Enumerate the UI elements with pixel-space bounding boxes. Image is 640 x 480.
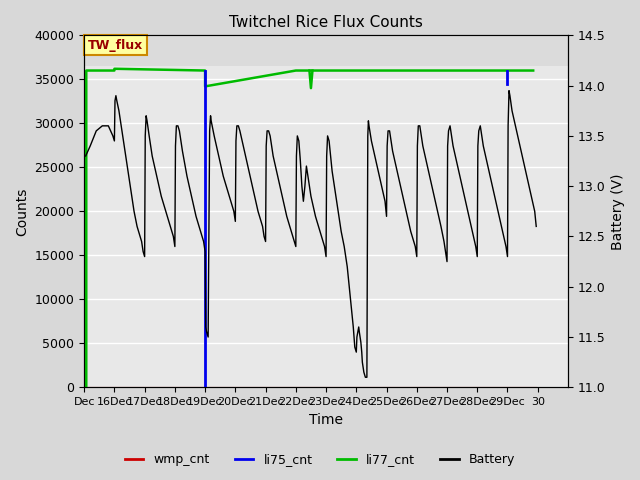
X-axis label: Time: Time [309, 413, 343, 427]
Y-axis label: Counts: Counts [15, 187, 29, 236]
Y-axis label: Battery (V): Battery (V) [611, 173, 625, 250]
Text: TW_flux: TW_flux [88, 38, 143, 51]
Title: Twitchel Rice Flux Counts: Twitchel Rice Flux Counts [229, 15, 423, 30]
Legend: wmp_cnt, li75_cnt, li77_cnt, Battery: wmp_cnt, li75_cnt, li77_cnt, Battery [120, 448, 520, 471]
Bar [84, 36, 568, 66]
